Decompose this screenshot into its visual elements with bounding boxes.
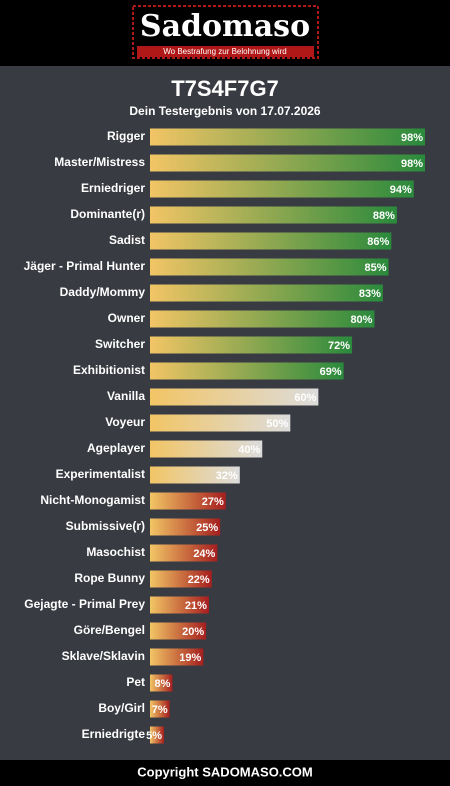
category-label: Submissive(r) — [66, 519, 145, 533]
bar — [150, 154, 425, 172]
bar — [150, 310, 375, 328]
chart-title: T7S4F7G7 — [171, 76, 279, 101]
category-label: Dominante(r) — [70, 207, 145, 221]
bar — [150, 206, 397, 224]
bar — [150, 414, 291, 432]
bar — [150, 570, 212, 588]
value-label: 80% — [350, 314, 372, 326]
value-label: 19% — [179, 652, 201, 664]
value-label: 50% — [266, 418, 288, 430]
category-label: Nicht-Monogamist — [40, 493, 145, 507]
bar — [150, 492, 226, 510]
category-label: Boy/Girl — [98, 701, 145, 715]
bar — [150, 622, 207, 640]
value-label: 40% — [238, 444, 260, 456]
bar — [150, 128, 425, 146]
category-label: Sklave/Sklavin — [62, 649, 145, 663]
value-label: 22% — [188, 574, 210, 586]
value-label: 25% — [196, 522, 218, 534]
value-label: 86% — [367, 236, 389, 248]
bar — [150, 700, 170, 718]
value-label: 21% — [185, 600, 207, 612]
value-label: 94% — [390, 184, 412, 196]
bar — [150, 284, 383, 302]
bar — [150, 726, 165, 744]
chart-subtitle: Dein Testergebnis von 17.07.2026 — [129, 104, 321, 118]
category-label: Erniedrigte — [82, 727, 146, 741]
category-label: Masochist — [86, 545, 145, 559]
bar — [150, 232, 392, 250]
footer[interactable]: Copyright SADOMASO.COM — [137, 764, 313, 779]
category-label: Rigger — [107, 129, 145, 143]
bar — [150, 466, 240, 484]
footer-bg — [0, 760, 450, 786]
bar — [150, 258, 389, 276]
value-label: 69% — [320, 366, 342, 378]
value-label: 88% — [373, 210, 395, 222]
value-label: 85% — [364, 262, 386, 274]
logo[interactable]: Sadomaso — [140, 9, 310, 44]
category-label: Rope Bunny — [74, 571, 145, 585]
category-label: Jäger - Primal Hunter — [24, 259, 146, 273]
category-label: Erniedriger — [81, 181, 145, 195]
category-label: Experimentalist — [56, 467, 145, 481]
value-label: 27% — [202, 496, 224, 508]
value-label: 5% — [146, 730, 162, 742]
bar — [150, 596, 209, 614]
category-label: Owner — [108, 311, 146, 325]
category-label: Ageplayer — [87, 441, 145, 455]
value-label: 8% — [155, 678, 171, 690]
category-label: Exhibitionist — [73, 363, 145, 377]
bar — [150, 648, 204, 666]
category-label: Gejagte - Primal Prey — [24, 597, 145, 611]
category-label: Vanilla — [107, 389, 145, 403]
category-label: Sadist — [109, 233, 145, 247]
bar — [150, 336, 353, 354]
category-label: Pet — [126, 675, 145, 689]
bar — [150, 180, 414, 198]
category-label: Voyeur — [105, 415, 145, 429]
value-label: 32% — [216, 470, 238, 482]
value-label: 20% — [182, 626, 204, 638]
value-label: 24% — [193, 548, 215, 560]
bar — [150, 362, 344, 380]
value-label: 98% — [401, 158, 423, 170]
bar — [150, 674, 173, 692]
value-label: 7% — [152, 704, 168, 716]
category-label: Göre/Bengel — [74, 623, 145, 637]
bar — [150, 388, 319, 406]
category-label: Daddy/Mommy — [60, 285, 146, 299]
tagline-bg — [137, 46, 314, 57]
category-label: Switcher — [95, 337, 145, 351]
value-label: 98% — [401, 132, 423, 144]
category-label: Master/Mistress — [54, 155, 145, 169]
value-label: 83% — [359, 288, 381, 300]
tagline: Wo Bestrafung zur Belohnung wird — [163, 47, 286, 56]
bar — [150, 518, 221, 536]
value-label: 60% — [294, 392, 316, 404]
bar — [150, 544, 218, 562]
value-label: 72% — [328, 340, 350, 352]
bar — [150, 440, 263, 458]
